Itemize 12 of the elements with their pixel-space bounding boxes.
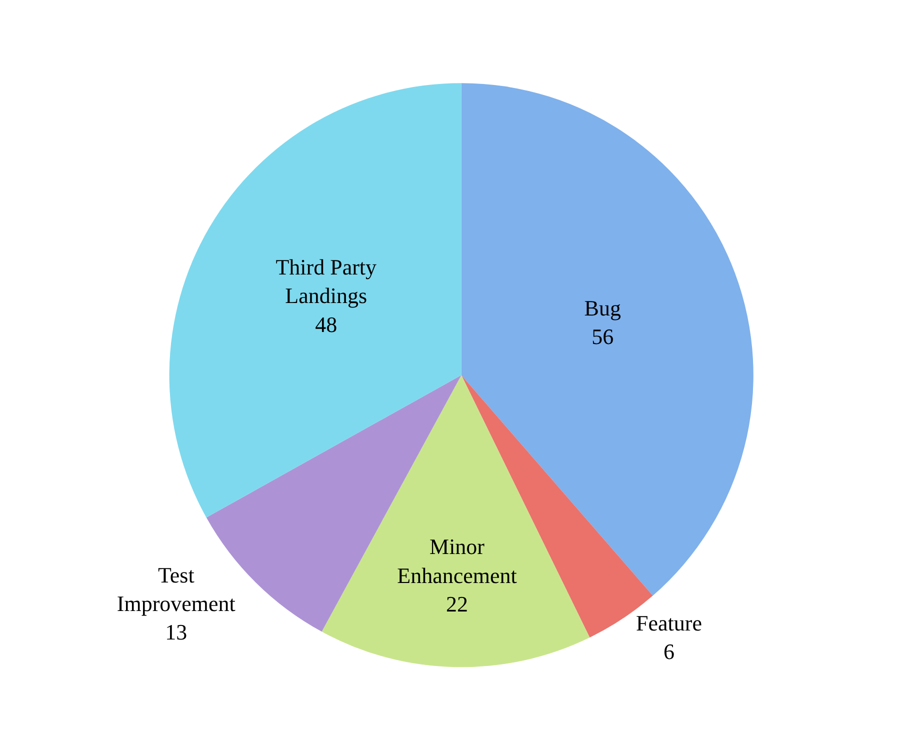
pie-slice xyxy=(169,83,462,518)
data-label: 56 xyxy=(592,324,614,350)
slice-label: Feature xyxy=(636,610,702,636)
slice-label: Test Improvement xyxy=(116,562,236,616)
data-label: 22 xyxy=(446,591,468,616)
data-label: 13 xyxy=(165,620,188,645)
slice-label: Third Party Landings xyxy=(276,254,377,308)
data-label: 48 xyxy=(315,312,338,337)
slice-label: Minor Enhancement xyxy=(397,534,517,588)
slice-label: Bug xyxy=(584,296,621,321)
pie-slice xyxy=(322,375,590,668)
data-label: 6 xyxy=(664,639,674,664)
